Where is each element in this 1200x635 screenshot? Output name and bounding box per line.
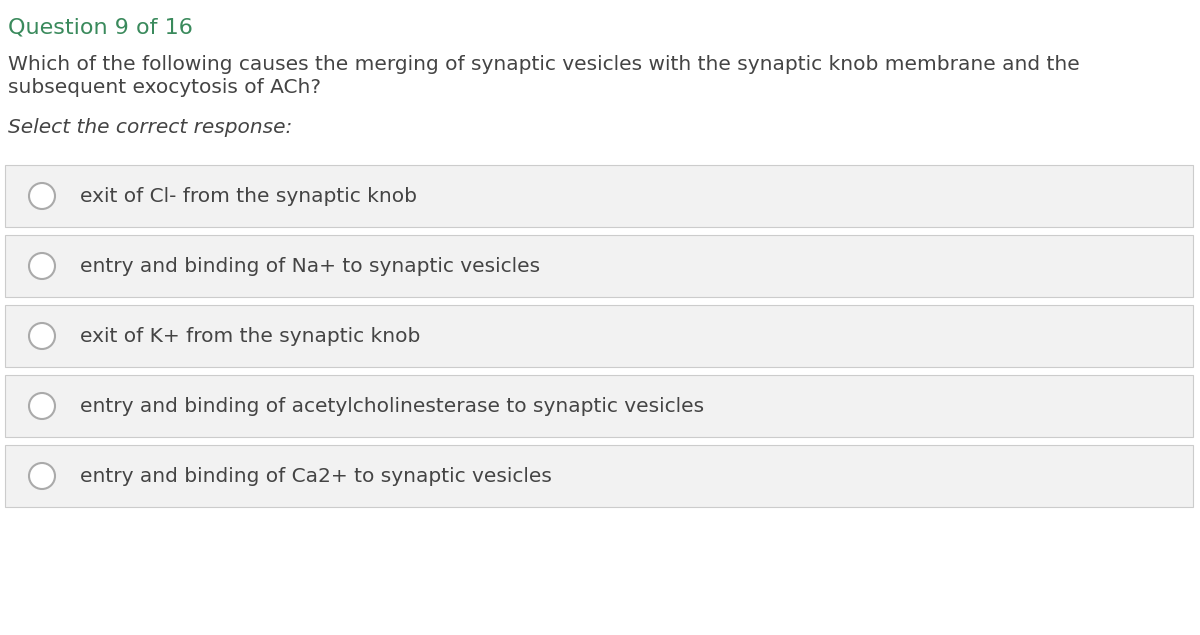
FancyBboxPatch shape bbox=[5, 305, 1193, 367]
Text: entry and binding of Ca2+ to synaptic vesicles: entry and binding of Ca2+ to synaptic ve… bbox=[80, 467, 552, 486]
FancyBboxPatch shape bbox=[5, 375, 1193, 437]
Ellipse shape bbox=[29, 393, 55, 419]
Text: Which of the following causes the merging of synaptic vesicles with the synaptic: Which of the following causes the mergin… bbox=[8, 55, 1080, 74]
Ellipse shape bbox=[29, 183, 55, 209]
Ellipse shape bbox=[29, 323, 55, 349]
Text: exit of Cl- from the synaptic knob: exit of Cl- from the synaptic knob bbox=[80, 187, 418, 206]
Text: entry and binding of Na+ to synaptic vesicles: entry and binding of Na+ to synaptic ves… bbox=[80, 257, 540, 276]
FancyBboxPatch shape bbox=[5, 165, 1193, 227]
Text: exit of K+ from the synaptic knob: exit of K+ from the synaptic knob bbox=[80, 326, 420, 345]
FancyBboxPatch shape bbox=[5, 235, 1193, 297]
Ellipse shape bbox=[29, 463, 55, 489]
Text: Select the correct response:: Select the correct response: bbox=[8, 118, 293, 137]
Text: subsequent exocytosis of ACh?: subsequent exocytosis of ACh? bbox=[8, 78, 322, 97]
Ellipse shape bbox=[29, 253, 55, 279]
Text: Question 9 of 16: Question 9 of 16 bbox=[8, 18, 193, 38]
Text: entry and binding of acetylcholinesterase to synaptic vesicles: entry and binding of acetylcholinesteras… bbox=[80, 396, 704, 415]
FancyBboxPatch shape bbox=[5, 445, 1193, 507]
